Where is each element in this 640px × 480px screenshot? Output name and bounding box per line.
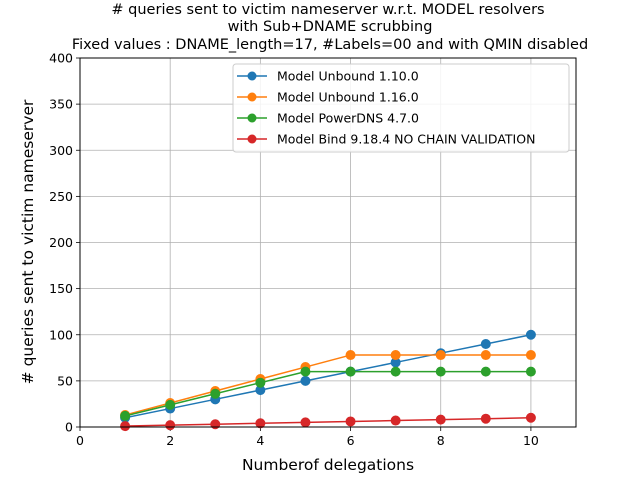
- data-point: [300, 417, 311, 428]
- data-point: [525, 412, 536, 423]
- legend-label: Model Unbound 1.16.0: [277, 90, 419, 105]
- data-point: [345, 416, 356, 427]
- y-axis-label: # queries sent to victim nameserver: [19, 99, 37, 384]
- series-line: [124, 354, 531, 416]
- series-line: [124, 334, 532, 419]
- legend-label: Model Unbound 1.10.0: [277, 69, 419, 84]
- legend-marker: [247, 113, 257, 123]
- legend-entry: Model Unbound 1.16.0: [237, 90, 419, 105]
- legend-marker: [247, 92, 257, 102]
- data-point: [120, 421, 131, 432]
- legend-entries: Model Unbound 1.10.0 Model Unbound 1.16.0…: [237, 69, 535, 147]
- data-point: [345, 366, 356, 377]
- data-point: [165, 420, 176, 431]
- data-point: [480, 350, 491, 361]
- data-point: [300, 366, 311, 377]
- x-tick-label: 8: [437, 433, 445, 448]
- data-point: [120, 410, 131, 421]
- data-point: [255, 377, 266, 388]
- data-point: [480, 366, 491, 377]
- legend-label: Model PowerDNS 4.7.0: [277, 111, 419, 126]
- chart-title-line-2: with Sub+DNAME scrubbing: [228, 19, 433, 35]
- y-tick-label: 350: [49, 97, 73, 112]
- x-tick-label: 6: [347, 433, 355, 448]
- series-line: [125, 417, 531, 427]
- chart-title-line-3: Fixed values : DNAME_length=17, #Labels=…: [72, 37, 588, 53]
- data-point: [480, 338, 491, 349]
- legend-marker: [247, 134, 257, 144]
- data-point: [390, 366, 401, 377]
- x-tick-label: 2: [166, 433, 174, 448]
- legend-entry: Model Bind 9.18.4 NO CHAIN VALIDATION: [237, 132, 535, 147]
- x-tick-label: 4: [256, 433, 264, 448]
- y-tick-label: 250: [49, 189, 73, 204]
- x-tick-label: 0: [76, 433, 84, 448]
- y-tick-label: 0: [65, 420, 73, 435]
- legend-entry: Model PowerDNS 4.7.0: [237, 111, 419, 126]
- y-tick-label: 100: [49, 327, 73, 342]
- data-point: [435, 366, 446, 377]
- data-point: [345, 350, 356, 361]
- y-tick-label: 50: [57, 373, 73, 388]
- y-tick-label: 300: [49, 143, 73, 158]
- x-tick-label: 10: [523, 433, 539, 448]
- data-point: [435, 414, 446, 425]
- data-point: [525, 350, 536, 361]
- legend-box: [232, 63, 570, 153]
- legend-entry: Model Unbound 1.10.0: [237, 69, 419, 84]
- chart-title-line-1: # queries sent to victim nameserver w.r.…: [111, 2, 544, 18]
- legend-marker: [247, 71, 257, 81]
- y-tick-label: 400: [49, 51, 73, 66]
- x-axis-label: Numberof delegations: [242, 456, 414, 474]
- y-tick-label: 200: [49, 235, 73, 250]
- series-line: [124, 370, 531, 417]
- data-point: [390, 350, 401, 361]
- data-point: [255, 418, 266, 429]
- plot-frame: [79, 57, 577, 428]
- data-point: [390, 415, 401, 426]
- y-tick-label: 150: [49, 281, 73, 296]
- data-point: [300, 375, 311, 386]
- data-point: [210, 419, 221, 430]
- data-point: [480, 413, 491, 424]
- legend: Model Unbound 1.10.0 Model Unbound 1.16.0…: [232, 63, 570, 153]
- series-3: [120, 366, 536, 421]
- data-point: [435, 350, 446, 361]
- data-point: [165, 399, 176, 410]
- data-point: [210, 388, 221, 399]
- legend-label: Model Bind 9.18.4 NO CHAIN VALIDATION: [277, 132, 535, 147]
- data-point: [525, 329, 536, 340]
- data-point: [525, 366, 536, 377]
